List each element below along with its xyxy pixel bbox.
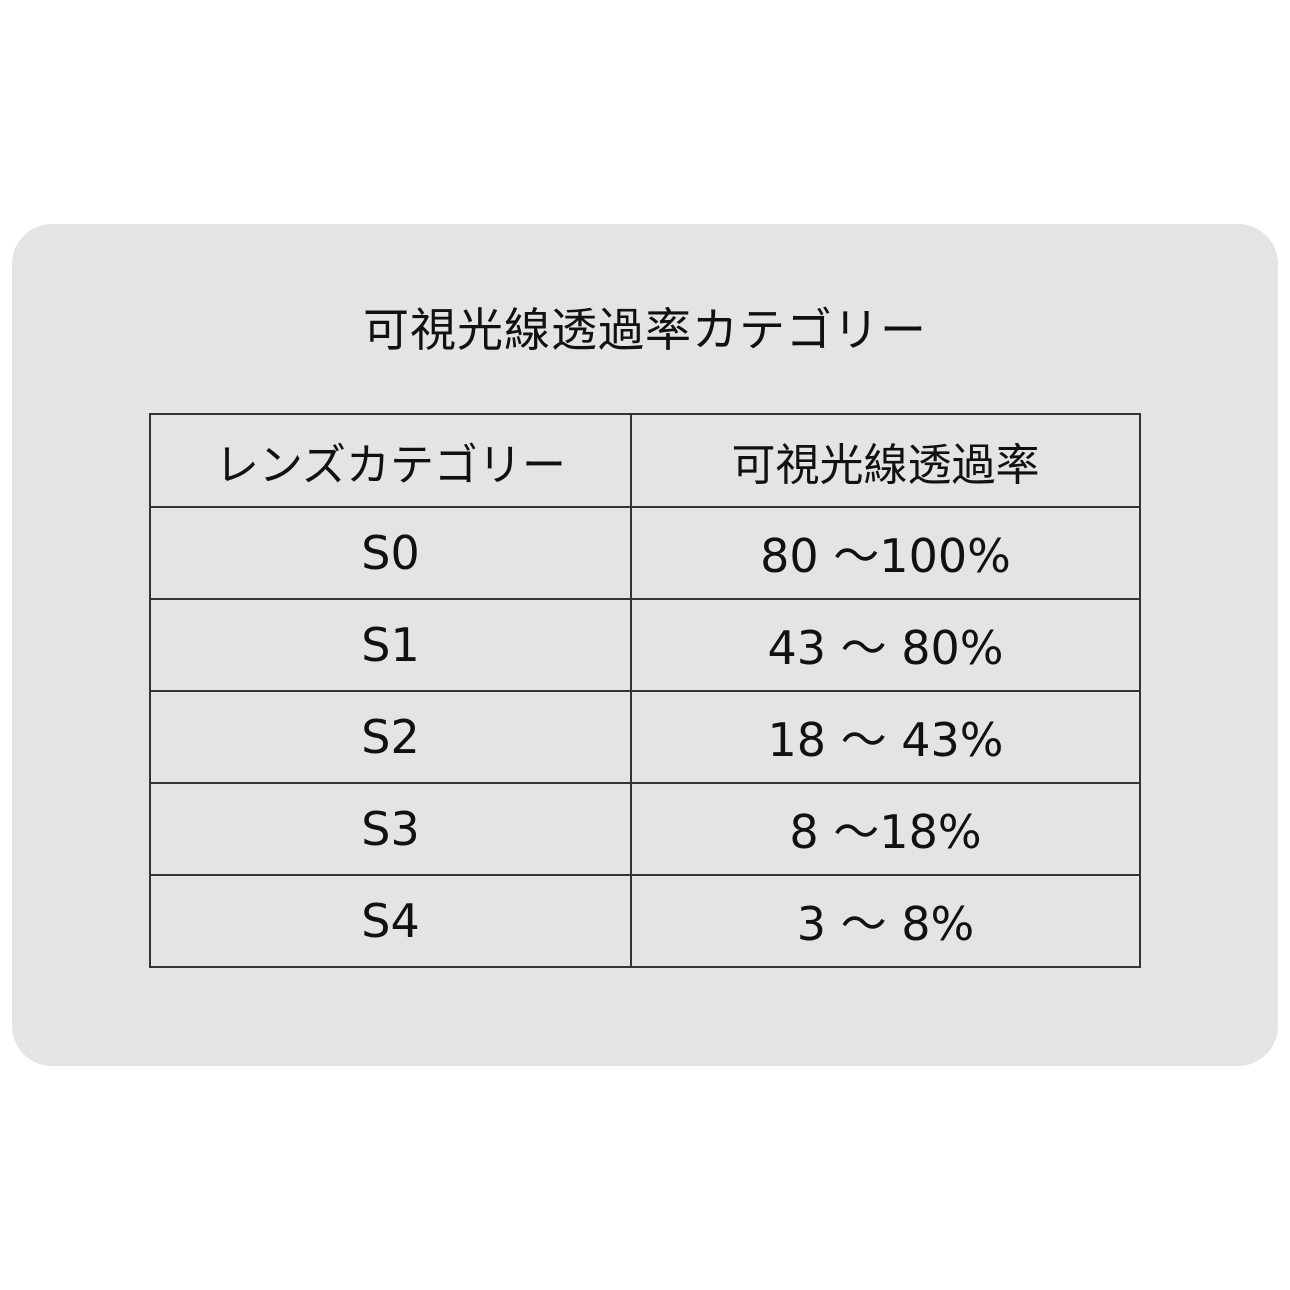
table-row: S1 43 ～ 80%: [149, 598, 1141, 692]
table-row: S4 3 ～ 8%: [149, 874, 1141, 968]
transmittance-cell: 8 ～18%: [630, 782, 1141, 876]
table-row: S2 18 ～ 43%: [149, 690, 1141, 784]
table-header-row: レンズカテゴリー 可視光線透過率: [149, 413, 1141, 508]
header-lens-category: レンズカテゴリー: [149, 413, 632, 508]
header-transmittance: 可視光線透過率: [630, 413, 1141, 508]
category-cell: S4: [149, 874, 632, 968]
table-row: S0 80 ～100%: [149, 506, 1141, 600]
category-cell: S1: [149, 598, 632, 692]
category-cell: S2: [149, 690, 632, 784]
transmittance-cell: 18 ～ 43%: [630, 690, 1141, 784]
transmittance-table: レンズカテゴリー 可視光線透過率 S0 80 ～100% S1 43 ～ 80%…: [149, 413, 1141, 968]
page-title: 可視光線透過率カテゴリー: [363, 303, 927, 357]
category-cell: S0: [149, 506, 632, 600]
transmittance-cell: 43 ～ 80%: [630, 598, 1141, 692]
category-cell: S3: [149, 782, 632, 876]
table-row: S3 8 ～18%: [149, 782, 1141, 876]
transmittance-cell: 3 ～ 8%: [630, 874, 1141, 968]
transmittance-cell: 80 ～100%: [630, 506, 1141, 600]
